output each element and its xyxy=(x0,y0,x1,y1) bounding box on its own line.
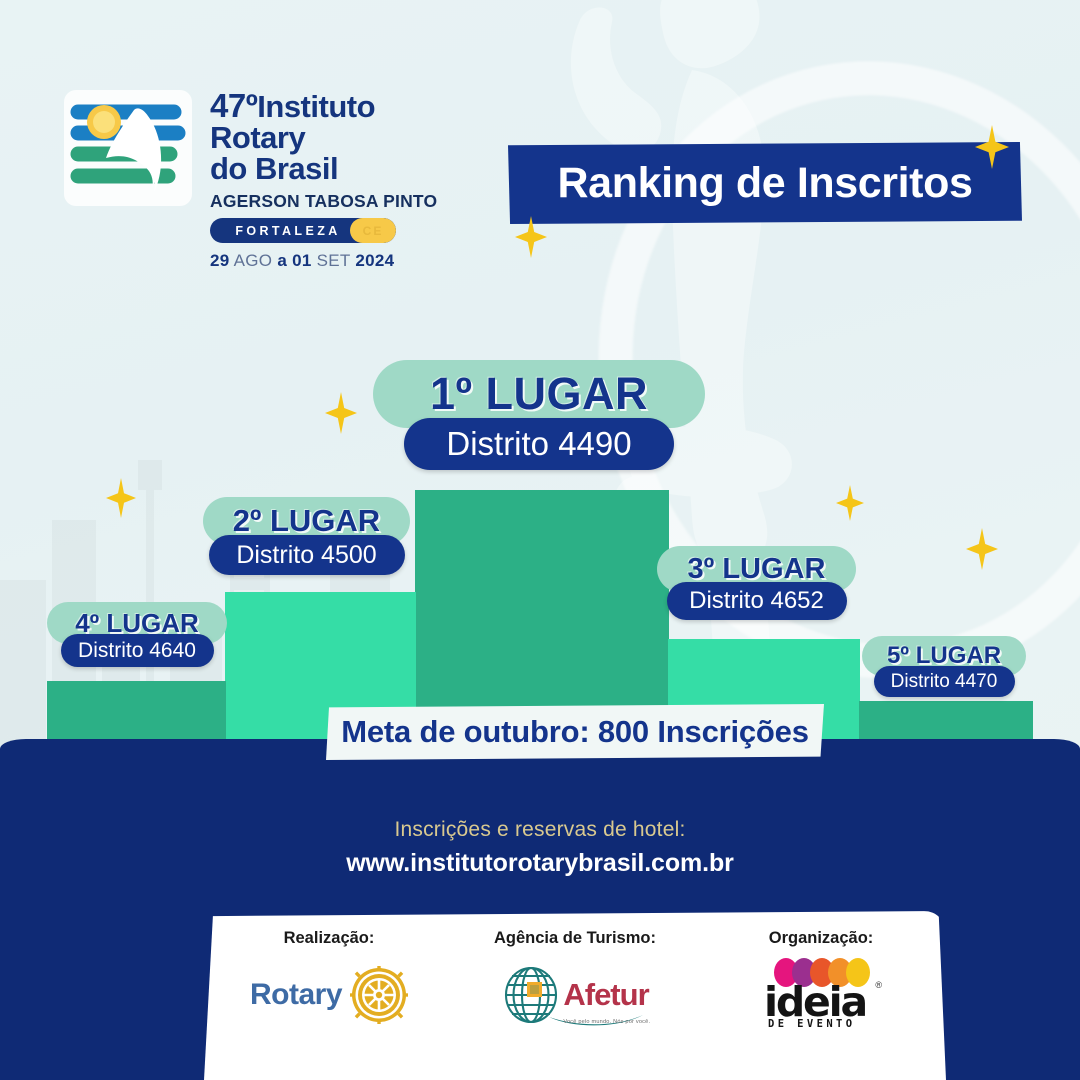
podium-bar-rank-5 xyxy=(859,701,1033,740)
sparkle-icon xyxy=(325,392,357,434)
afetur-swoosh-icon xyxy=(549,1015,644,1026)
goal-banner: Meta de outubro: 800 Inscrições xyxy=(326,704,824,760)
rank-place-1: 1º LUGAR xyxy=(373,360,705,428)
rank-district-1: Distrito 4490 xyxy=(404,418,674,470)
rank-label-group-5: 5º LUGAR Distrito 4470 xyxy=(862,636,1026,697)
rotary-wordmark: Rotary xyxy=(249,978,343,1011)
sponsor-label-agencia: Agência de Turismo: xyxy=(494,929,656,947)
sponsor-afetur: Agência de Turismo: xyxy=(480,929,670,1034)
logo-date-day-end: a 01 xyxy=(277,251,312,270)
sparkle-icon xyxy=(836,485,864,521)
logo-line-3: do Brasil xyxy=(210,151,339,186)
sparkle-icon xyxy=(106,478,136,518)
logo-city-uf: CE xyxy=(350,218,396,243)
logo-date-month-end: SET xyxy=(316,251,351,270)
logo-edition-number: 47º xyxy=(210,87,258,124)
ideia-subtitle: DE EVENTO xyxy=(768,1018,856,1030)
sponsor-label-organizacao: Organização: xyxy=(768,929,874,947)
logo-date-month-start: AGO xyxy=(233,251,273,270)
sparkle-icon xyxy=(966,528,998,570)
afetur-logo: Afetur Você pelo mundo. Nós por você. xyxy=(480,956,670,1034)
footer-links: Inscrições e reservas de hotel: www.inst… xyxy=(0,818,1080,878)
podium-bar-rank-1 xyxy=(415,490,669,740)
afetur-wordmark: Afetur xyxy=(563,977,649,1012)
page-title-banner: Ranking de Inscritos xyxy=(508,142,1022,224)
logo-dates: 29 AGO a 01 SET 2024 xyxy=(210,251,437,271)
rank-place-3: 3º LUGAR xyxy=(657,546,856,592)
logo-city-badge: FORTALEZA CE xyxy=(210,218,396,243)
logo-person-name: AGERSON TABOSA PINTO xyxy=(210,191,438,211)
podium-bar-rank-4 xyxy=(47,681,226,740)
sponsor-ideia: Organização: ideia DE EVENTO ® xyxy=(726,929,916,1034)
footer-website-url[interactable]: www.institutorotarybrasil.com.br xyxy=(346,849,734,877)
rank-district-5: Distrito 4470 xyxy=(873,666,1015,697)
ideia-dots-icon xyxy=(774,958,870,987)
ideia-wordmark: ideia xyxy=(764,978,868,1026)
logo-city-name: FORTALEZA xyxy=(235,223,341,238)
rank-district-2: Distrito 4500 xyxy=(208,535,405,575)
registered-mark-icon: ® xyxy=(875,980,882,990)
logo-date-year: 2024 xyxy=(355,251,395,270)
rank-label-group-2: 2º LUGAR Distrito 4500 xyxy=(203,497,410,575)
rotary-logo: Rotary xyxy=(234,956,424,1034)
rotary-wheel-icon xyxy=(350,966,409,1024)
rank-label-group-1: 1º LUGAR Distrito 4490 xyxy=(373,360,705,470)
afetur-tagline: Você pelo mundo. Nós por você. xyxy=(563,1019,651,1025)
rank-district-4: Distrito 4640 xyxy=(60,634,214,667)
rank-label-group-4: 4º LUGAR Distrito 4640 xyxy=(47,602,227,667)
event-logo-block: 47ºInstituto Rotary do Brasil AGERSON TA… xyxy=(62,88,437,271)
rank-label-group-3: 3º LUGAR Distrito 4652 xyxy=(657,546,856,620)
afetur-globe-icon xyxy=(505,966,558,1024)
instituto-rotary-logo-icon xyxy=(64,90,192,206)
sponsor-rotary: Realização: Rotary xyxy=(234,929,424,1034)
event-logo-text: 47ºInstituto Rotary do Brasil AGERSON TA… xyxy=(210,88,437,271)
ideia-logo: ideia DE EVENTO ® xyxy=(726,956,916,1034)
goal-text: Meta de outubro: 800 Inscrições xyxy=(341,714,809,749)
logo-line-2: Rotary xyxy=(210,120,306,155)
rank-district-3: Distrito 4652 xyxy=(666,582,847,620)
logo-line-1: 47ºInstituto xyxy=(210,87,437,124)
page-title: Ranking de Inscritos xyxy=(557,158,973,207)
sponsor-row: Realização: Rotary xyxy=(204,911,946,1034)
logo-date-day-start: 29 xyxy=(210,251,230,270)
sponsor-label-realizacao: Realização: xyxy=(283,929,375,947)
sponsor-card: Realização: Rotary xyxy=(204,911,946,1080)
logo-line-1-text: Instituto xyxy=(257,89,376,124)
footer-label: Inscrições e reservas de hotel: xyxy=(394,818,686,841)
